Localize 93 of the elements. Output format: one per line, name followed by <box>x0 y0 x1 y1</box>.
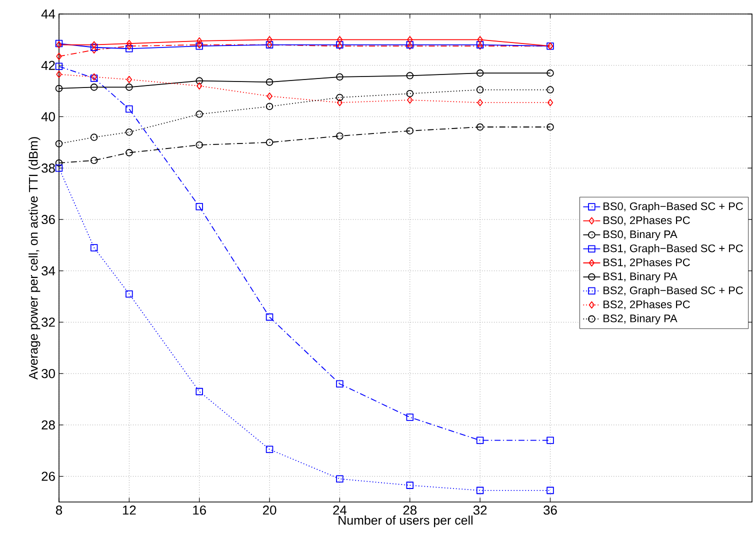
point <box>196 141 203 149</box>
point <box>476 486 484 494</box>
point <box>196 77 203 84</box>
point <box>266 138 274 146</box>
point <box>406 127 414 134</box>
point <box>90 134 98 141</box>
x-tick-label: 8 <box>56 506 62 515</box>
point <box>336 475 344 483</box>
point <box>336 380 344 388</box>
y-tick-label: 28 <box>42 420 55 430</box>
legend-label: BS1, 2Phases PC <box>604 258 690 268</box>
point <box>407 36 413 44</box>
x-tick-label: 12 <box>122 506 136 515</box>
point <box>336 94 344 102</box>
x-tick-label: 32 <box>473 506 487 515</box>
point <box>266 36 272 44</box>
point <box>547 98 554 106</box>
point <box>91 41 97 48</box>
legend-label: BS2, Binary PA <box>604 314 678 324</box>
y-tick-label: 42 <box>41 60 55 70</box>
point <box>196 37 202 45</box>
point <box>546 486 554 494</box>
y-tick-label: 26 <box>42 472 55 481</box>
point <box>126 42 132 50</box>
point <box>406 482 414 489</box>
point <box>55 84 63 92</box>
x-tick-label: 36 <box>544 506 557 515</box>
point <box>126 128 133 136</box>
point <box>55 159 63 167</box>
y-tick-label: 30 <box>42 368 55 378</box>
point <box>266 102 274 110</box>
point <box>477 98 483 106</box>
y-tick-label: 36 <box>42 214 55 224</box>
x-tick-label: 20 <box>262 506 276 515</box>
point <box>476 69 484 77</box>
point <box>55 140 63 148</box>
point <box>477 36 483 44</box>
point <box>546 86 554 94</box>
point <box>196 388 203 396</box>
point <box>336 132 344 140</box>
point <box>126 84 133 91</box>
point <box>406 72 414 80</box>
point <box>126 76 132 84</box>
y-tick-label: 40 <box>41 112 55 122</box>
point <box>266 446 274 453</box>
point <box>196 82 202 90</box>
point <box>126 40 132 48</box>
x-tick-label: 16 <box>193 506 206 515</box>
point <box>196 110 203 118</box>
point <box>126 290 133 298</box>
point <box>90 44 98 52</box>
y-tick-label: 34 <box>42 266 56 276</box>
point <box>55 164 63 172</box>
point <box>55 62 63 70</box>
point <box>546 436 554 444</box>
x-tick-label: 24 <box>333 506 347 515</box>
point <box>90 156 98 164</box>
point <box>476 86 484 94</box>
x-tick-label: 28 <box>403 506 417 515</box>
legend-label: BS2, Graph−Based SC + PC <box>604 286 743 296</box>
point <box>266 313 274 321</box>
x-axis-title: Number of users per cell <box>338 516 472 528</box>
point <box>407 96 413 104</box>
point <box>126 105 133 113</box>
point <box>406 90 414 98</box>
legend-label: BS0, 2Phases PC <box>604 216 690 226</box>
legend-label: BS0, Binary PA <box>604 230 678 240</box>
point <box>56 52 62 60</box>
point <box>476 436 484 444</box>
point <box>336 36 343 44</box>
point <box>126 149 133 156</box>
point <box>90 244 98 252</box>
y-axis-title: Average power per cell, on active TTI (dBm) <box>28 137 40 380</box>
legend-label: BS1, Graph−Based SC + PC <box>604 244 743 254</box>
point <box>90 84 98 91</box>
point <box>336 73 344 81</box>
y-tick-label: 44 <box>41 10 56 18</box>
point <box>196 202 203 210</box>
point <box>336 98 343 106</box>
point <box>266 78 274 86</box>
legend-label: BS2, 2Phases PC <box>604 300 690 310</box>
point <box>266 92 272 100</box>
point <box>91 46 97 54</box>
point <box>126 45 133 52</box>
point <box>476 123 484 131</box>
point <box>406 414 414 421</box>
y-tick-label: 38 <box>42 164 55 173</box>
point <box>56 70 62 78</box>
legend-label: BS0, Graph−Based SC + PC <box>604 202 743 212</box>
point <box>546 69 554 77</box>
point <box>546 123 554 131</box>
legend-label: BS1, Binary PA <box>604 272 678 282</box>
y-tick-label: 32 <box>42 318 55 327</box>
